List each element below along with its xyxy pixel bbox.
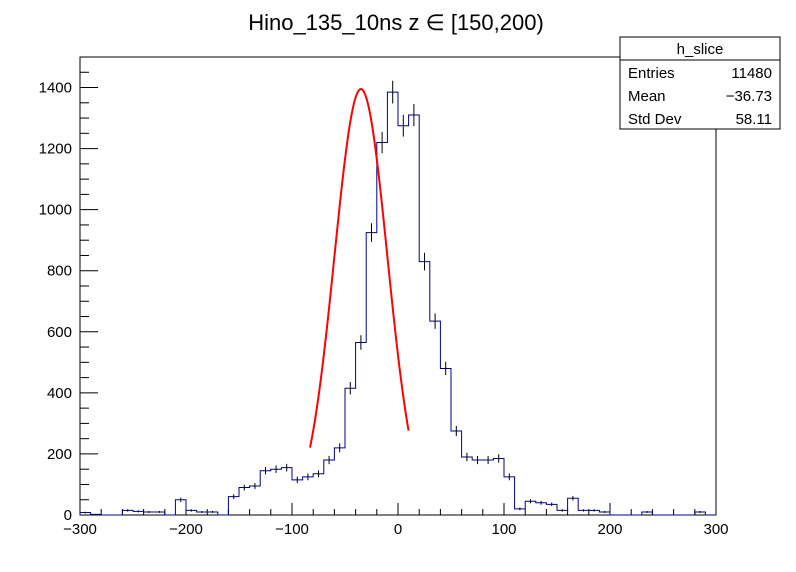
stats-mean-value: −36.73 [726, 88, 772, 105]
error-bars [84, 80, 701, 515]
axes: −300 −200 −100 0 100 200 300 0 200 400 600 800 1000 1… [39, 56, 729, 538]
y-tick-label: 200 [47, 446, 72, 463]
stats-box: h_slice Entries 11480 Mean −36.73 Std De… [619, 36, 781, 130]
fit-curve [309, 88, 410, 448]
y-tick-label: 1200 [39, 141, 72, 158]
stats-box-name: h_slice [677, 41, 724, 58]
y-tick-label: 800 [47, 263, 72, 280]
gaussian-fit [309, 88, 410, 448]
histogram-series [79, 91, 716, 516]
y-tick-label: 400 [47, 385, 72, 402]
y-tick-label: 1000 [39, 202, 72, 219]
x-tick-label: −200 [169, 521, 203, 538]
x-tick-label: 200 [597, 521, 622, 538]
stats-stddev-label: Std Dev [628, 111, 682, 128]
y-tick-label: 0 [64, 507, 72, 524]
y-tick-label: 1400 [39, 80, 72, 97]
chart-title: Hino_135_10ns z ∈ [150,200) [248, 10, 544, 35]
stats-entries-label: Entries [628, 65, 675, 82]
stats-entries-value: 11480 [731, 65, 772, 82]
stats-mean-label: Mean [628, 88, 666, 105]
x-tick-label: 100 [491, 521, 516, 538]
stats-box-frame [619, 36, 781, 130]
stats-stddev-value: 58.11 [736, 111, 772, 128]
x-tick-label: 0 [394, 521, 402, 538]
y-tick-label: 600 [47, 324, 72, 341]
x-tick-label: −100 [275, 521, 309, 538]
x-tick-label: −300 [63, 521, 97, 538]
histogram-outline [79, 91, 716, 516]
x-tick-label: 300 [703, 521, 728, 538]
